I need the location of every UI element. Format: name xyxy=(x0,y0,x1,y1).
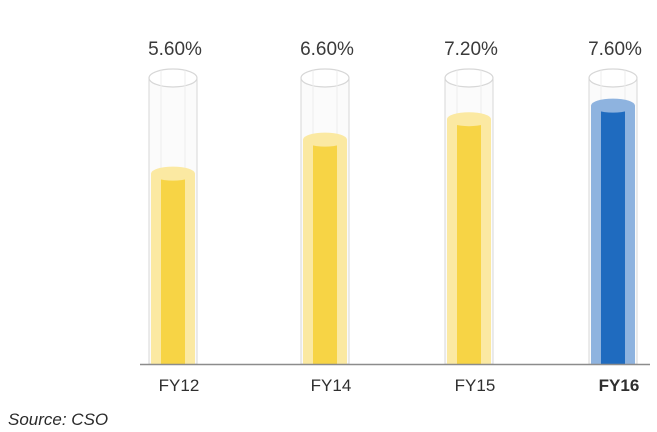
tube-cap-fy16 xyxy=(588,68,638,88)
tube-cap-fy14 xyxy=(300,68,350,88)
bar-top-fy12 xyxy=(151,166,195,181)
value-label-fy14: 6.60% xyxy=(300,39,354,60)
category-label-fy12: FY12 xyxy=(159,376,200,395)
tube-cap-fy15 xyxy=(444,68,494,88)
bar-top-fy16 xyxy=(591,98,635,113)
value-label-fy16: 7.60% xyxy=(588,39,642,60)
category-label-fy16: FY16 xyxy=(599,376,640,395)
tube-cap-fy12 xyxy=(148,68,198,88)
category-label-fy15: FY15 xyxy=(455,376,496,395)
bar-top-fy15 xyxy=(447,112,491,127)
value-label-fy12: 5.60% xyxy=(148,39,202,60)
bar-fy14 xyxy=(313,143,337,364)
bar-fy15 xyxy=(457,123,481,364)
bar-top-fy14 xyxy=(303,132,347,147)
source-note: Source: CSO xyxy=(8,410,109,429)
value-label-fy15: 7.20% xyxy=(444,39,498,60)
category-label-fy14: FY14 xyxy=(311,376,352,395)
bar-fy16 xyxy=(601,109,625,364)
bar-fy12 xyxy=(161,177,185,364)
